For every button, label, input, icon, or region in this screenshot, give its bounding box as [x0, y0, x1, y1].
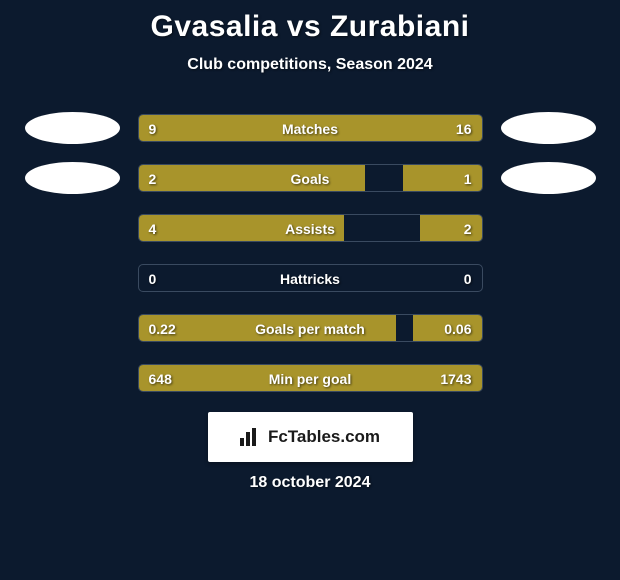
avatar-spacer	[25, 312, 120, 344]
avatar-spacer	[25, 262, 120, 294]
avatar-spacer	[25, 212, 120, 244]
metric-row: 42Assists	[0, 212, 620, 244]
avatar-spacer	[25, 362, 120, 394]
metric-label: Assists	[139, 215, 482, 242]
metric-row: 6481743Min per goal	[0, 362, 620, 394]
date-label: 18 october 2024	[0, 474, 620, 492]
chart-icon	[240, 428, 262, 446]
comparison-bar: 0.220.06Goals per match	[138, 314, 483, 342]
avatar-spacer	[501, 262, 596, 294]
metric-row: 0.220.06Goals per match	[0, 312, 620, 344]
metrics-list: 916Matches 21Goals 42Assists 00Hattricks 0.2…	[0, 112, 620, 394]
avatar-spacer	[501, 362, 596, 394]
avatar-spacer	[501, 212, 596, 244]
footer-logo[interactable]: FcTables.com	[208, 412, 413, 462]
metric-row: 00Hattricks	[0, 262, 620, 294]
player-avatar-right	[501, 112, 596, 144]
page-title: Gvasalia vs Zurabiani	[0, 10, 620, 44]
avatar-spacer	[501, 312, 596, 344]
comparison-bar: 6481743Min per goal	[138, 364, 483, 392]
metric-row: 21Goals	[0, 162, 620, 194]
subtitle: Club competitions, Season 2024	[0, 56, 620, 74]
player-avatar-left	[25, 162, 120, 194]
metric-label: Matches	[139, 115, 482, 142]
comparison-bar: 21Goals	[138, 164, 483, 192]
metric-label: Goals	[139, 165, 482, 192]
comparison-bar: 916Matches	[138, 114, 483, 142]
comparison-bar: 42Assists	[138, 214, 483, 242]
logo-text: FcTables.com	[268, 427, 380, 447]
metric-row: 916Matches	[0, 112, 620, 144]
comparison-card: Gvasalia vs Zurabiani Club competitions,…	[0, 0, 620, 492]
metric-label: Goals per match	[139, 315, 482, 342]
metric-label: Min per goal	[139, 365, 482, 392]
comparison-bar: 00Hattricks	[138, 264, 483, 292]
player-avatar-left	[25, 112, 120, 144]
metric-label: Hattricks	[139, 265, 482, 292]
player-avatar-right	[501, 162, 596, 194]
